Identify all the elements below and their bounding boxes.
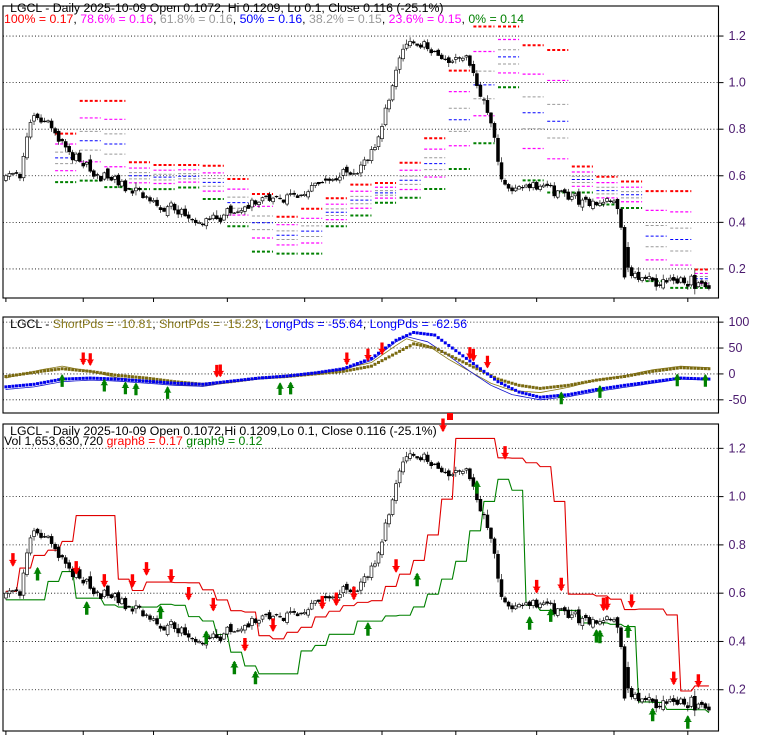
svg-text:0.6: 0.6 — [729, 586, 746, 600]
svg-text:1.2: 1.2 — [729, 441, 746, 455]
svg-text:0.2: 0.2 — [729, 683, 746, 697]
svg-text:0: 0 — [729, 367, 736, 381]
svg-text:0.4: 0.4 — [729, 215, 746, 229]
svg-text:1.0: 1.0 — [729, 76, 746, 90]
svg-text:1.2: 1.2 — [729, 29, 746, 43]
svg-text:0.6: 0.6 — [729, 169, 746, 183]
svg-text:50: 50 — [729, 341, 743, 355]
svg-text:0.4: 0.4 — [729, 635, 746, 649]
svg-text:0.8: 0.8 — [729, 538, 746, 552]
svg-text:0.8: 0.8 — [729, 122, 746, 136]
svg-text:100: 100 — [729, 315, 750, 329]
svg-text:-50: -50 — [729, 393, 747, 407]
svg-text:0.2: 0.2 — [729, 262, 746, 276]
svg-text:1.0: 1.0 — [729, 490, 746, 504]
